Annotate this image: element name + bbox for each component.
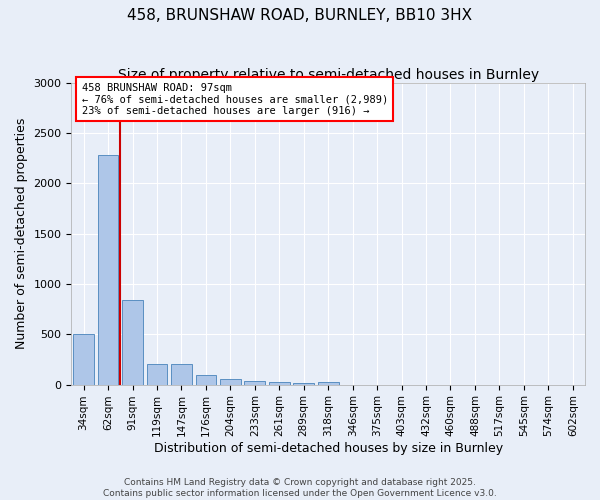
Bar bbox=[196, 374, 217, 384]
Bar bbox=[73, 334, 94, 384]
Bar bbox=[293, 383, 314, 384]
Title: Size of property relative to semi-detached houses in Burnley: Size of property relative to semi-detach… bbox=[118, 68, 539, 82]
Bar bbox=[269, 382, 290, 384]
Bar bbox=[122, 300, 143, 384]
Bar bbox=[220, 378, 241, 384]
Text: Contains HM Land Registry data © Crown copyright and database right 2025.
Contai: Contains HM Land Registry data © Crown c… bbox=[103, 478, 497, 498]
X-axis label: Distribution of semi-detached houses by size in Burnley: Distribution of semi-detached houses by … bbox=[154, 442, 503, 455]
Bar bbox=[98, 155, 118, 384]
Bar bbox=[318, 382, 338, 384]
Bar bbox=[244, 380, 265, 384]
Y-axis label: Number of semi-detached properties: Number of semi-detached properties bbox=[15, 118, 28, 350]
Bar bbox=[146, 364, 167, 384]
Text: 458, BRUNSHAW ROAD, BURNLEY, BB10 3HX: 458, BRUNSHAW ROAD, BURNLEY, BB10 3HX bbox=[127, 8, 473, 22]
Text: 458 BRUNSHAW ROAD: 97sqm
← 76% of semi-detached houses are smaller (2,989)
23% o: 458 BRUNSHAW ROAD: 97sqm ← 76% of semi-d… bbox=[82, 82, 388, 116]
Bar bbox=[171, 364, 192, 384]
